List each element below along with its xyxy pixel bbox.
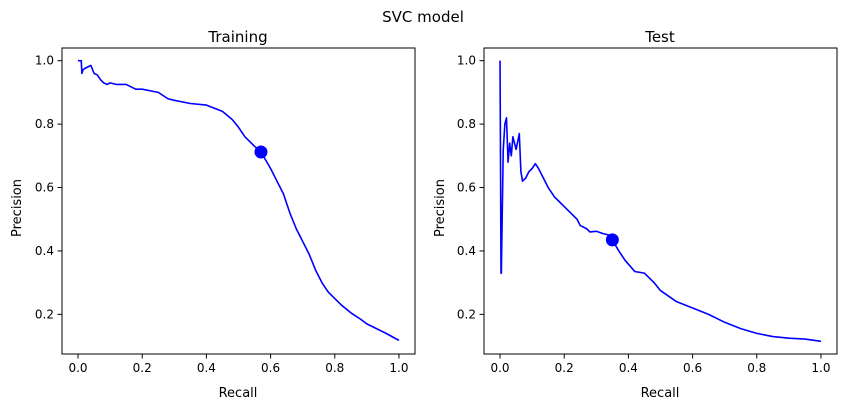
test-x-tick-label: 0.2 <box>555 361 574 375</box>
test-y-tick-label: 1.0 <box>457 54 476 68</box>
training-y-tick-label: 0.8 <box>35 117 54 131</box>
test-x-axis-label: Recall <box>641 386 680 401</box>
test-y-tick-label: 0.2 <box>457 307 476 321</box>
training-y-tick-label: 0.4 <box>35 244 54 258</box>
training-pr-curve <box>78 59 400 342</box>
training-plot-frame <box>61 47 416 355</box>
test-x-tick-label: 0.4 <box>619 361 638 375</box>
test-pr-curve <box>499 60 822 343</box>
training-x-tick-label: 0.4 <box>197 361 216 375</box>
test-threshold-marker <box>605 233 619 247</box>
training-y-tick-label: 0.2 <box>35 307 54 321</box>
test-y-tick-label: 0.8 <box>457 117 476 131</box>
test-x-tick-label: 0.0 <box>490 361 509 375</box>
test-y-tick-label: 0.6 <box>457 181 476 195</box>
training-threshold-marker <box>254 145 268 159</box>
training-chart-title: Training <box>207 28 267 46</box>
test-x-tick-label: 1.0 <box>811 361 830 375</box>
test-x-tick-label: 0.8 <box>747 361 766 375</box>
test-chart-title: Test <box>644 28 675 46</box>
test-chart: Test Recall Precision 0.0 0.2 0.4 0.6 0.8 1.0… <box>433 28 838 401</box>
training-y-tick-label: 0.6 <box>35 181 54 195</box>
training-chart: Training Recall Precision 0.0 0.2 0.4 0.6 0.… <box>10 28 416 401</box>
figure-suptitle: SVC model <box>382 8 464 26</box>
training-y-axis-label: Precision <box>10 179 25 237</box>
test-x-tick-label: 0.6 <box>683 361 702 375</box>
test-plot-frame <box>483 47 838 355</box>
test-y-axis-label: Precision <box>433 179 448 237</box>
training-x-tick-label: 0.0 <box>68 361 87 375</box>
training-x-tick-label: 1.0 <box>389 361 408 375</box>
training-x-tick-label: 0.8 <box>325 361 344 375</box>
test-y-tick-label: 0.4 <box>457 244 476 258</box>
training-x-tick-label: 0.6 <box>261 361 280 375</box>
training-y-tick-label: 1.0 <box>35 54 54 68</box>
training-x-tick-label: 0.2 <box>133 361 152 375</box>
training-x-axis-label: Recall <box>219 386 258 401</box>
